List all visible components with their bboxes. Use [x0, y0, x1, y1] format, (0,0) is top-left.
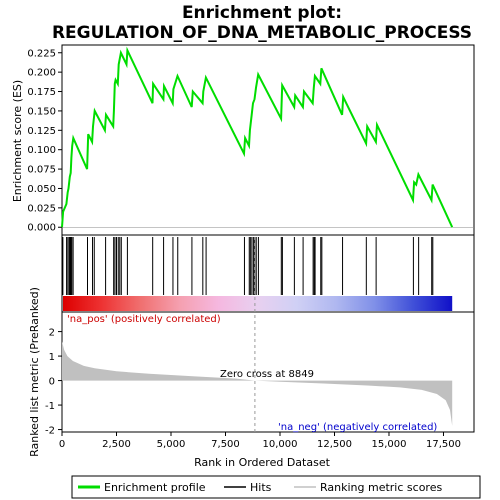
x-axis-label: Rank in Ordered Dataset — [194, 456, 331, 469]
ranking-metric-area — [62, 341, 453, 426]
x-tick-label: 2,500 — [102, 439, 131, 450]
es-y-tick-label: 0.100 — [27, 145, 56, 156]
neg-correlated-label: 'na_neg' (negatively correlated) — [278, 422, 437, 433]
metric-y-tick-label: 2 — [49, 328, 55, 339]
x-tick-label: 0 — [59, 439, 65, 450]
x-tick-label: 10,000 — [262, 439, 297, 450]
chart-title-line2: REGULATION_OF_DNA_METABOLIC_PROCESS — [52, 23, 472, 43]
legend-label: Hits — [250, 481, 272, 494]
metric-y-tick-label: 0 — [49, 377, 55, 388]
pos-correlated-label: 'na_pos' (positively correlated) — [67, 314, 221, 325]
es-y-axis-label: Enrichment score (ES) — [11, 80, 24, 202]
legend-box — [71, 475, 481, 499]
legend-label: Ranking metric scores — [320, 481, 442, 494]
metric-y-tick-label: -1 — [45, 401, 55, 412]
metric-y-tick-label: 1 — [49, 352, 55, 363]
es-y-tick-label: 0.125 — [27, 126, 56, 137]
zero-cross-label: Zero cross at 8849 — [220, 369, 314, 380]
es-y-tick-label: 0.150 — [27, 106, 56, 117]
es-y-tick-label: 0.025 — [27, 203, 56, 214]
es-y-axis: 0.000 0.025 0.050 0.075 0.100 0.125 0.150 0.175… — [27, 48, 62, 234]
legend-label: Enrichment profile — [104, 481, 206, 494]
rank-gradient-rect — [63, 296, 453, 311]
rank-gradient-bar — [63, 296, 453, 311]
x-tick-label: 5,000 — [157, 439, 186, 450]
legend: Enrichment profile Hits Ranking metric sco… — [78, 481, 442, 494]
es-y-tick-label: 0.050 — [27, 184, 56, 195]
es-panel-frame — [61, 44, 475, 236]
es-y-tick-label: 0.225 — [27, 48, 56, 59]
x-tick-label: 12,500 — [317, 439, 352, 450]
hit-markers — [62, 237, 434, 295]
metric-y-axis: -2 -1 0 1 2 — [45, 328, 62, 437]
metric-y-axis-label: Ranked list metric (PreRanked) — [28, 287, 41, 457]
es-y-tick-label: 0.000 — [27, 223, 56, 234]
x-tick-label: 15,000 — [371, 439, 406, 450]
metric-x-axis: 0 2,500 5,000 7,500 10,000 12,500 15,000 17,500 — [59, 432, 461, 450]
enrichment-profile-line — [61, 46, 454, 228]
es-y-tick-label: 0.075 — [27, 165, 56, 176]
chart-title-line1: Enrichment plot: — [182, 3, 342, 23]
x-tick-label: 17,500 — [426, 439, 461, 450]
metric-y-tick-label: -2 — [45, 426, 55, 437]
x-tick-label: 7,500 — [211, 439, 240, 450]
es-y-tick-label: 0.200 — [27, 68, 56, 79]
es-y-tick-label: 0.175 — [27, 87, 56, 98]
